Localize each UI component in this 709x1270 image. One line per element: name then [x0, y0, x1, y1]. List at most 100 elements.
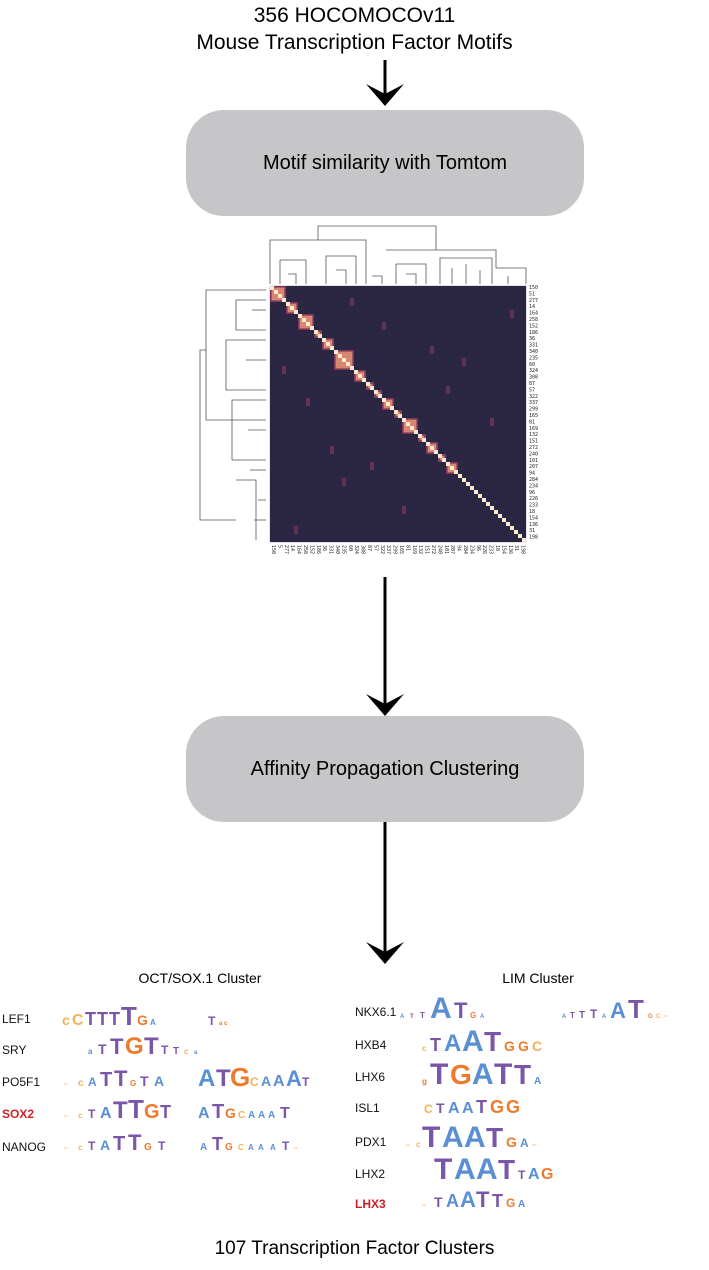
svg-text:A: A — [400, 1014, 405, 1020]
svg-text:A: A — [476, 1153, 498, 1186]
svg-text:G: G — [504, 1038, 515, 1054]
svg-text:A: A — [198, 1105, 210, 1122]
heatmap-diagonal-cell — [490, 506, 494, 510]
svg-text:c: c — [78, 1111, 83, 1120]
heatmap-diagonal-cell — [370, 386, 374, 390]
heatmap-row-label: 169 — [529, 426, 538, 432]
heatmap-diagonal-cell — [522, 538, 526, 542]
heatmap-row-label: 233 — [529, 503, 538, 509]
heatmap-row-label: 60 — [529, 362, 535, 368]
svg-text:A: A — [286, 1066, 302, 1091]
svg-text:T: T — [628, 994, 644, 1024]
svg-text:c: c — [422, 1044, 427, 1053]
heatmap-diagonal-cell — [378, 394, 382, 398]
svg-text:T: T — [430, 1058, 448, 1091]
heatmap-diagonal-cell — [310, 326, 314, 330]
svg-text:C: C — [656, 1014, 661, 1020]
logo-sry: a T T G T T T c a — [88, 1033, 198, 1060]
svg-text:A: A — [261, 1073, 271, 1089]
svg-text:G: G — [230, 1062, 250, 1092]
heatmap-col-label: 60 — [347, 545, 353, 551]
svg-text:c: c — [78, 1143, 83, 1152]
heatmap-offdiag-cell — [350, 298, 354, 306]
heatmap-offdiag-cell — [490, 418, 494, 426]
left-cluster-title: OCT/SOX.1 Cluster — [138, 970, 262, 986]
heatmap-diagonal-cell — [418, 434, 422, 438]
svg-text:T: T — [216, 1065, 231, 1092]
logo-lef1: c C T T T T G A T a c — [62, 1001, 228, 1031]
heatmap-row-label: 152 — [529, 323, 538, 329]
motif-label-sox2: SOX2 — [2, 1107, 35, 1121]
svg-text:a c: a c — [219, 1021, 228, 1027]
heatmap-row-label: 165 — [529, 413, 538, 419]
heatmap-row-label: 94 — [529, 471, 535, 477]
motif-label-nanog: NANOG — [2, 1140, 47, 1154]
svg-text:G: G — [506, 1097, 520, 1117]
svg-text:T: T — [100, 1069, 112, 1091]
heatmap-diagonal-cell — [318, 334, 322, 338]
right-cluster-logos: A T T A T G A A T T T A A T G C ·· c T A… — [400, 992, 668, 1212]
svg-text:A: A — [480, 1014, 485, 1020]
heatmap-diagonal-cell — [394, 410, 398, 414]
heatmap-col-label: 94 — [456, 545, 462, 551]
svg-text:T: T — [484, 1026, 501, 1057]
heatmap-diagonal-cell — [414, 430, 418, 434]
heatmap-diagonal-cell — [506, 522, 510, 526]
heatmap-row-label: 240 — [529, 451, 538, 457]
heatmap-offdiag-cell — [382, 322, 386, 330]
heatmap-row-label: 18 — [529, 509, 535, 515]
heatmap-row-label: 258 — [529, 317, 538, 323]
heatmap-diagonal-cell — [302, 318, 306, 322]
svg-text:G: G — [130, 1079, 136, 1088]
svg-text:A: A — [534, 1076, 541, 1087]
heatmap-diagonal-cell — [422, 438, 426, 442]
heatmap-col-label: 308 — [360, 545, 366, 554]
svg-text:T: T — [492, 1191, 503, 1211]
heatmap-col-label: 258 — [302, 545, 308, 554]
svg-text:··: ·· — [294, 1146, 298, 1152]
motif-label-lhx6: LHX6 — [355, 1070, 386, 1084]
svg-text:T: T — [85, 1009, 96, 1029]
heatmap-offdiag-cell — [462, 358, 466, 366]
heatmap-diagonal-cell — [406, 422, 410, 426]
svg-text:A: A — [442, 1121, 464, 1154]
heatmap-diagonal-cell — [346, 362, 350, 366]
heatmap-diagonal-cell — [314, 330, 318, 334]
heatmap-row-label: 272 — [529, 445, 538, 451]
svg-text:G: G — [450, 1059, 472, 1090]
right-cluster-title: LIM Cluster — [502, 970, 574, 986]
heatmap-row-label: 322 — [529, 394, 538, 400]
svg-text:T: T — [494, 1058, 512, 1091]
heatmap-diagonal-cell — [362, 378, 366, 382]
svg-text:A: A — [100, 1137, 110, 1153]
heatmap-diagonal-cell — [462, 478, 466, 482]
svg-text:T: T — [88, 1107, 96, 1121]
heatmap-offdiag-cell — [402, 506, 406, 514]
svg-text:C: C — [424, 1102, 433, 1116]
svg-text:T: T — [430, 1035, 441, 1055]
arrow-1 — [366, 60, 404, 106]
svg-text:T: T — [486, 1122, 503, 1153]
heatmap-row-label: 299 — [529, 407, 538, 413]
heatmap-diagonal-cell — [354, 370, 358, 374]
heatmap-col-label: 87 — [366, 545, 372, 551]
heatmap-row-label: 101 — [529, 458, 538, 464]
left-cluster-logos: c C T T T T G A T a c a T T G T T T c a … — [62, 1001, 310, 1155]
svg-text:T: T — [160, 1102, 171, 1122]
svg-text:A: A — [562, 1014, 567, 1020]
heatmap-col-label: 186 — [315, 545, 321, 554]
heatmap-diagonal-cell — [430, 446, 434, 450]
heatmap-row-label: 186 — [529, 330, 538, 336]
svg-text:A: A — [448, 1100, 460, 1117]
motif-label-lef1: LEF1 — [2, 1012, 31, 1026]
arrow-3 — [366, 822, 404, 964]
heatmap-diagonal-cell — [470, 486, 474, 490]
step-tomtom-box: Motif similarity with Tomtom — [186, 110, 584, 216]
heatmap-col-label: 340 — [334, 545, 340, 554]
svg-text:T: T — [410, 1014, 414, 1020]
heatmap-diagonal-cell — [386, 402, 390, 406]
svg-text:··: ·· — [64, 1114, 68, 1120]
svg-text:T: T — [97, 1009, 108, 1029]
footer-summary: 107 Transcription Factor Clusters — [214, 1238, 495, 1259]
heatmap-diagonal-cell — [322, 338, 326, 342]
